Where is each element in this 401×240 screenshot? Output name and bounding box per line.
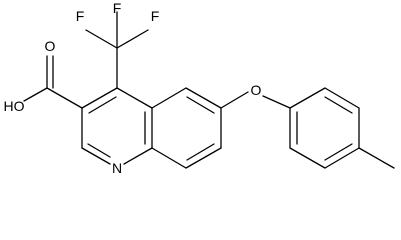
bonds xyxy=(23,11,395,169)
atom-label: F xyxy=(76,8,85,24)
atom-label: O xyxy=(251,82,262,98)
atom-label: HO xyxy=(4,98,25,114)
molecule-diagram: F F F O HO N O xyxy=(4,0,395,176)
atom-label: F xyxy=(113,0,122,16)
atom-label: O xyxy=(45,38,56,54)
atom-label: N xyxy=(112,160,122,176)
atom-labels: F F F O HO N O xyxy=(4,0,262,176)
atom-label: F xyxy=(151,8,160,24)
